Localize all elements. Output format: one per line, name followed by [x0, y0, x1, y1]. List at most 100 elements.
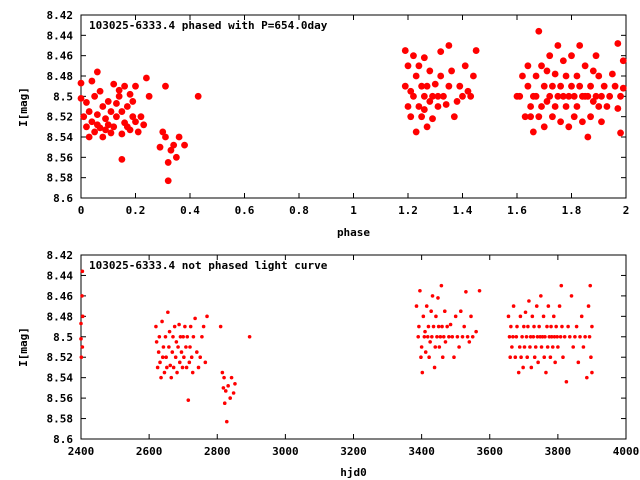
data-point	[590, 324, 594, 329]
data-point	[166, 310, 170, 315]
data-point	[132, 82, 139, 90]
x-tick-label: 4000	[613, 445, 640, 458]
data-point	[458, 309, 463, 314]
data-point	[77, 94, 85, 102]
data-point	[434, 314, 438, 319]
data-point	[437, 345, 442, 349]
y-tick-label: 8.5	[53, 90, 73, 103]
data-point	[176, 345, 180, 349]
data-point	[99, 103, 107, 110]
data-point	[614, 105, 622, 112]
data-point	[91, 128, 99, 136]
data-point	[537, 324, 541, 329]
data-point	[568, 52, 575, 60]
y-tick-label: 8.6	[53, 192, 73, 205]
y-tick-label: 8.46	[47, 50, 74, 63]
x-tick-label: 1.2	[398, 204, 418, 217]
data-point	[522, 345, 527, 349]
data-point	[583, 334, 587, 339]
data-point	[175, 133, 183, 141]
data-point	[595, 72, 603, 80]
data-point	[404, 62, 412, 70]
data-point	[619, 84, 627, 92]
data-point	[434, 92, 442, 100]
data-point	[423, 329, 427, 334]
data-point	[600, 82, 608, 90]
data-point	[158, 360, 162, 365]
y-tick-label: 8.44	[47, 269, 74, 282]
data-point	[540, 123, 548, 131]
data-point	[162, 82, 169, 90]
data-point	[611, 82, 619, 90]
data-point	[415, 62, 423, 70]
x-tick-label: 3200	[340, 445, 367, 458]
data-point	[191, 334, 196, 339]
data-point	[448, 67, 455, 75]
data-point	[457, 345, 461, 349]
data-point	[437, 48, 445, 55]
data-point	[524, 334, 529, 339]
data-point	[193, 316, 197, 321]
data-point	[462, 324, 467, 329]
data-point	[247, 334, 252, 339]
data-point	[589, 98, 597, 105]
data-point	[104, 121, 112, 129]
data-point	[614, 40, 622, 47]
data-point	[420, 92, 428, 100]
data-point	[226, 384, 230, 388]
data-point	[442, 101, 450, 108]
data-point	[83, 99, 90, 106]
data-point	[470, 334, 475, 339]
data-point	[435, 334, 439, 339]
x-tick-label: 1.8	[562, 204, 582, 217]
data-point	[159, 375, 163, 380]
data-point	[419, 345, 424, 349]
data-point	[134, 128, 142, 136]
data-point	[576, 82, 584, 90]
data-point	[456, 82, 464, 90]
data-point	[419, 355, 423, 360]
data-point	[175, 370, 179, 375]
data-point	[79, 337, 83, 341]
data-point	[470, 72, 477, 80]
data-point	[223, 389, 228, 393]
data-point	[553, 360, 557, 365]
data-point	[534, 304, 539, 308]
data-point	[513, 355, 518, 360]
data-point	[522, 324, 526, 329]
data-point	[603, 103, 611, 110]
data-point	[121, 82, 128, 90]
data-point	[187, 360, 192, 365]
data-point	[431, 324, 436, 329]
data-point	[526, 324, 530, 329]
data-point	[510, 345, 514, 349]
data-point	[118, 155, 126, 163]
data-point	[527, 113, 535, 121]
data-point	[178, 334, 183, 339]
data-point	[617, 129, 624, 137]
data-point	[170, 141, 178, 149]
data-point	[222, 375, 226, 380]
data-point	[420, 370, 425, 375]
data-point	[529, 128, 537, 136]
data-point	[542, 355, 547, 360]
data-point	[80, 113, 88, 121]
data-point	[412, 72, 420, 80]
data-point	[540, 82, 548, 90]
data-point	[517, 345, 522, 349]
data-point	[428, 340, 432, 344]
data-point	[447, 334, 451, 339]
data-point	[427, 355, 431, 360]
data-point	[442, 309, 447, 314]
data-point	[552, 334, 557, 339]
data-point	[477, 288, 482, 293]
data-point	[453, 314, 458, 319]
data-point	[531, 334, 536, 339]
data-point	[137, 113, 145, 121]
data-point	[554, 92, 562, 100]
data-point	[559, 92, 567, 100]
data-point	[528, 334, 533, 339]
data-point	[421, 314, 426, 319]
data-point	[464, 290, 468, 294]
data-point	[126, 126, 134, 134]
